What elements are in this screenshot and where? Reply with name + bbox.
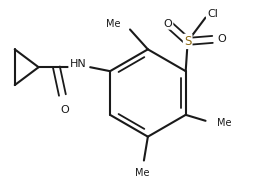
Text: O: O [163, 19, 172, 29]
Text: O: O [60, 105, 69, 115]
Text: Me: Me [217, 118, 232, 128]
Text: Me: Me [135, 168, 149, 178]
Text: S: S [184, 35, 191, 48]
Text: HN: HN [69, 59, 86, 69]
Text: O: O [217, 34, 226, 44]
Text: Me: Me [106, 19, 120, 29]
Text: Cl: Cl [207, 9, 218, 19]
